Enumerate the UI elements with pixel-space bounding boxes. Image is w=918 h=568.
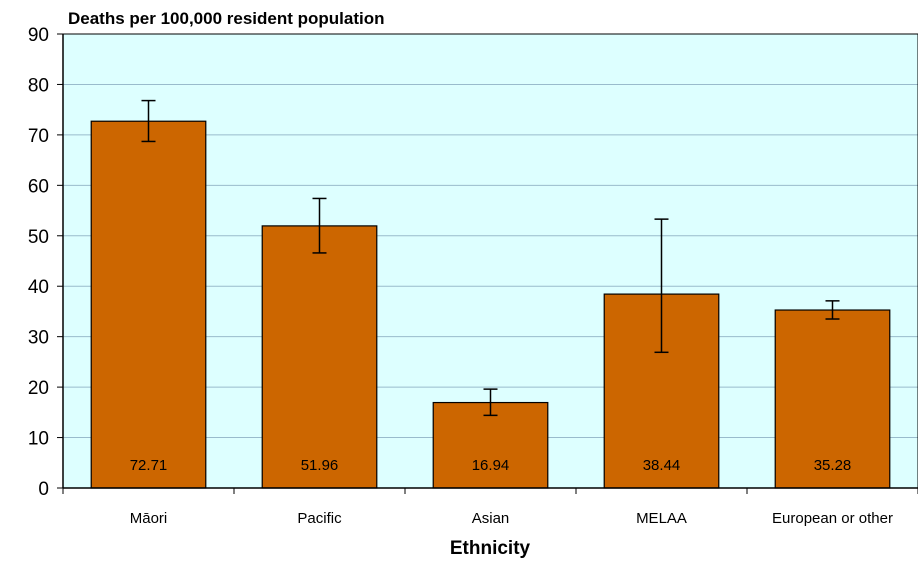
y-tick-label: 30 (28, 328, 49, 349)
bars (90, 120, 891, 489)
axes (57, 33, 918, 494)
y-tick-label: 10 (28, 429, 49, 450)
y-tick-label: 80 (28, 75, 49, 96)
y-tick-label: 0 (38, 479, 49, 500)
x-tick-label: MELAA (636, 510, 687, 527)
x-tick-labels: Māori Pacific Asian MELAA European or other (130, 510, 893, 527)
y-tick-label: 40 (28, 277, 49, 298)
y-tick-labels: 0 10 20 30 40 50 60 70 80 90 (28, 25, 49, 500)
bar (90, 120, 207, 489)
y-tick-label: 60 (28, 176, 49, 197)
data-label: 38.44 (643, 457, 681, 474)
y-tick-label: 90 (28, 25, 49, 46)
chart-title: Deaths per 100,000 resident population (68, 9, 384, 28)
x-tick-label: Pacific (297, 510, 342, 527)
data-label: 72.71 (130, 457, 168, 474)
data-label: 16.94 (472, 457, 510, 474)
y-tick-label: 20 (28, 378, 49, 399)
data-labels: 72.71 51.96 16.94 38.44 35.28 (130, 457, 852, 474)
data-label: 51.96 (301, 457, 339, 474)
y-tick-label: 50 (28, 227, 49, 248)
x-tick-label: Asian (472, 510, 510, 527)
x-axis-title: Ethnicity (450, 538, 531, 559)
x-tick-label: European or other (772, 510, 893, 527)
bar (261, 225, 378, 489)
error-bars (141, 99, 840, 417)
bar (432, 401, 549, 489)
y-tick-label: 70 (28, 126, 49, 147)
bar (774, 309, 891, 489)
x-tick-label: Māori (130, 510, 168, 527)
data-label: 35.28 (814, 457, 852, 474)
